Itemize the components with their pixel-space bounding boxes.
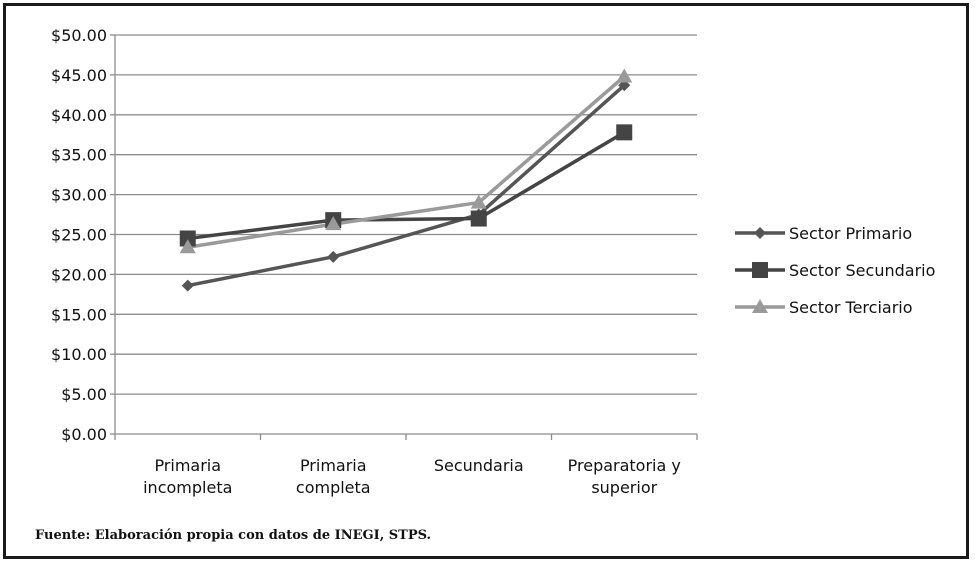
source-note: Fuente: Elaboración propia con datos de … — [35, 528, 432, 543]
data-point — [179, 230, 196, 247]
y-tick-label: $40.00 — [51, 106, 107, 125]
y-tick-label: $15.00 — [51, 305, 107, 324]
x-tick-label: Primaria — [154, 456, 221, 475]
series-line-2 — [187, 130, 626, 241]
legend-label: Sector Secundario — [789, 261, 935, 280]
x-tick-label: Primaria — [300, 456, 367, 475]
legend-label: Sector Terciario — [789, 298, 913, 317]
data-point — [470, 194, 487, 209]
y-tick-label: $45.00 — [51, 66, 107, 85]
data-point — [181, 279, 194, 292]
y-tick-label: $20.00 — [51, 265, 107, 284]
y-tick-label: $30.00 — [51, 186, 107, 205]
chart-frame — [3, 3, 969, 559]
data-point — [470, 210, 487, 227]
y-tick-label: $0.00 — [61, 425, 107, 444]
data-point — [325, 216, 342, 231]
x-tick-label: Secundaria — [434, 456, 524, 475]
x-tick-label: Preparatoria y — [568, 456, 681, 475]
y-tick-label: $35.00 — [51, 146, 107, 165]
legend-marker — [752, 299, 768, 313]
legend-marker — [754, 227, 766, 239]
x-tick-label: completa — [296, 478, 371, 497]
series-line-1 — [187, 83, 626, 288]
legend-label: Sector Primario — [789, 224, 912, 243]
series-line-3 — [187, 75, 626, 249]
y-tick-label: $50.00 — [51, 26, 107, 45]
legend-marker — [752, 262, 768, 278]
y-tick-label: $25.00 — [51, 226, 107, 245]
data-point — [616, 124, 633, 141]
y-tick-label: $10.00 — [51, 345, 107, 364]
data-point — [179, 239, 196, 254]
data-point — [327, 250, 340, 263]
y-tick-label: $5.00 — [61, 385, 107, 404]
x-tick-label: superior — [591, 478, 657, 497]
data-point — [616, 68, 633, 83]
x-tick-label: incompleta — [143, 478, 232, 497]
